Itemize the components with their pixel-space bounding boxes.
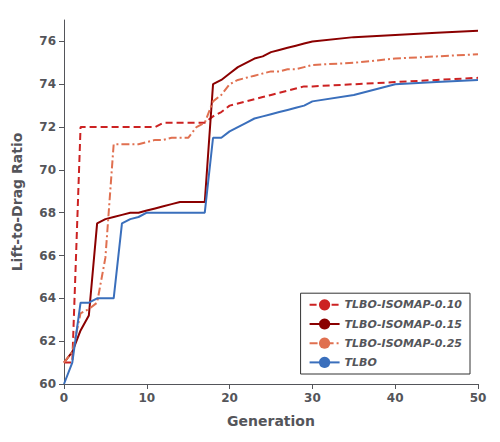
- svg-text:0: 0: [60, 391, 68, 405]
- svg-text:TLBO: TLBO: [345, 356, 377, 369]
- svg-text:TLBO-ISOMAP-0.25: TLBO-ISOMAP-0.25: [345, 337, 463, 350]
- svg-text:TLBO-ISOMAP-0.15: TLBO-ISOMAP-0.15: [345, 318, 463, 331]
- svg-text:Lift-to-Drag Ratio: Lift-to-Drag Ratio: [9, 132, 25, 271]
- svg-text:50: 50: [470, 391, 487, 405]
- svg-text:76: 76: [39, 34, 56, 48]
- svg-text:62: 62: [39, 334, 56, 348]
- svg-text:Generation: Generation: [227, 413, 315, 429]
- svg-text:70: 70: [39, 163, 56, 177]
- svg-text:68: 68: [39, 206, 56, 220]
- svg-text:TLBO-ISOMAP-0.10: TLBO-ISOMAP-0.10: [345, 298, 463, 311]
- svg-text:60: 60: [39, 377, 56, 391]
- svg-text:20: 20: [221, 391, 238, 405]
- svg-text:10: 10: [138, 391, 155, 405]
- svg-text:40: 40: [387, 391, 404, 405]
- svg-text:66: 66: [39, 249, 56, 263]
- svg-text:64: 64: [39, 291, 56, 305]
- svg-text:74: 74: [39, 77, 56, 91]
- svg-text:72: 72: [39, 120, 56, 134]
- svg-text:30: 30: [304, 391, 321, 405]
